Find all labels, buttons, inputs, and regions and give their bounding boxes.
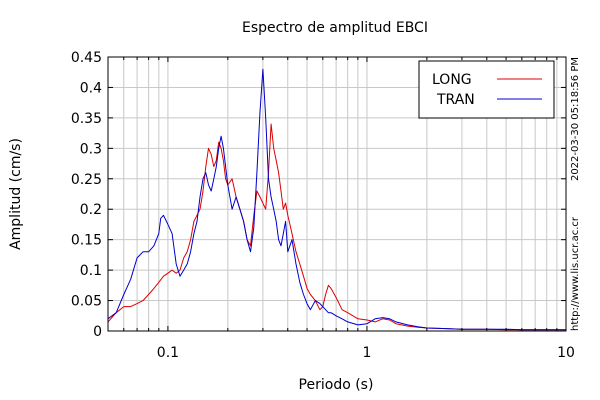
plot-area-frame — [107, 56, 567, 332]
y-tick-label: 0.2 — [80, 202, 102, 218]
axis-tick-labels: 0 0.05 0.1 0.15 0.2 0.25 0.3 0.35 0.4 0.45 0.1 1 10 — [71, 50, 575, 361]
legend: LONG TRAN — [418, 60, 555, 119]
y-tick-label: 0.35 — [71, 111, 102, 127]
y-tick-label: 0.45 — [71, 50, 102, 66]
series-line-long — [107, 123, 566, 331]
x-tick-label: 1 — [362, 345, 371, 361]
source-url-label: http://www.lis.ucr.ac.cr — [570, 216, 581, 331]
series-layer — [107, 68, 566, 331]
y-tick-label: 0.3 — [80, 141, 102, 157]
timestamp-label: 2022-03-30 05:18:56 PM — [570, 57, 581, 181]
x-tick-label: 0.1 — [157, 345, 179, 361]
legend-label-tran: TRAN — [436, 92, 475, 108]
y-axis-label: Amplitud (cm/s) — [8, 138, 24, 250]
axis-ticks — [107, 56, 566, 332]
y-tick-label: 0.15 — [71, 233, 102, 249]
legend-label-long: LONG — [432, 72, 472, 88]
x-axis-label: Periodo (s) — [299, 377, 374, 393]
y-tick-label: 0.05 — [71, 294, 102, 310]
y-tick-label: 0 — [93, 324, 102, 340]
series-line-tran — [107, 68, 566, 331]
y-tick-label: 0.4 — [80, 80, 102, 96]
x-tick-label: 10 — [557, 345, 575, 361]
chart-title: Espectro de amplitud EBCI — [242, 20, 428, 36]
y-tick-label: 0.1 — [80, 263, 102, 279]
legend-box — [418, 60, 555, 119]
y-tick-label: 0.25 — [71, 172, 102, 188]
